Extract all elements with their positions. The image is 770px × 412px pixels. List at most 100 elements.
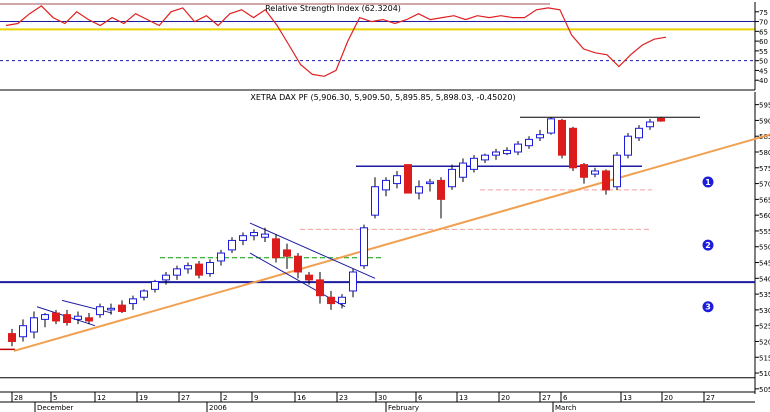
x-tick-label: 2 [223, 394, 227, 402]
candle-body [173, 268, 181, 276]
x-tick-label: 6 [418, 394, 423, 402]
candle-body [140, 290, 148, 298]
rsi-tick-label: 60 [759, 38, 768, 46]
x-tick-label: 20 [664, 394, 673, 402]
rsi-tick-label: 45 [759, 67, 768, 75]
candle-body [624, 135, 632, 156]
candle-body [261, 233, 269, 238]
candle-body [162, 274, 170, 281]
candle-body [404, 164, 412, 194]
rsi-tick-label: 50 [759, 58, 768, 66]
rsi-tick-label: 65 [759, 28, 768, 36]
price-title: XETRA DAX PF (5,906.30, 5,909.50, 5,895.… [250, 93, 515, 102]
candle-body [558, 119, 566, 156]
marker-1-circle [702, 176, 714, 188]
x-tick-label: 30 [378, 394, 387, 402]
candle-body [536, 134, 544, 139]
candle-body [316, 279, 324, 297]
x-tick-label: 6 [563, 394, 568, 402]
candle-body [657, 117, 665, 122]
candle-body [448, 168, 456, 188]
candle-body [74, 315, 82, 320]
x-tick-label: 27 [181, 394, 190, 402]
candle-body [393, 175, 401, 185]
price-tick-label: 5500 [759, 244, 770, 252]
candle-body [360, 227, 368, 267]
trendline [13, 133, 770, 352]
marker-3-circle [702, 301, 714, 313]
candle-body [272, 238, 280, 259]
candle-body [327, 296, 335, 305]
candle-body [96, 306, 104, 316]
candle-body [206, 262, 214, 275]
x-month-label: 2006 [209, 404, 227, 412]
rsi-tick-label: 75 [759, 9, 768, 17]
candle-body [514, 143, 522, 153]
candle-body [635, 127, 643, 139]
candle-body [63, 314, 71, 324]
candle-body [283, 249, 291, 257]
candle-body [415, 186, 423, 194]
rsi-tick-label: 70 [759, 19, 768, 27]
x-tick-label: 27 [542, 394, 551, 402]
candle-body [41, 314, 49, 320]
price-panel: 5950590058505800575057005650560055505500… [0, 92, 770, 394]
price-tick-label: 5650 [759, 196, 770, 204]
candle-body [602, 170, 610, 191]
candle-body [426, 181, 434, 185]
candle-body [107, 307, 115, 311]
x-tick-label: 27 [706, 394, 715, 402]
marker-1-label: 1 [705, 178, 711, 187]
x-month-label: March [555, 404, 576, 412]
candle-body [294, 255, 302, 273]
price-tick-label: 5750 [759, 165, 770, 173]
candle-body [591, 170, 599, 175]
candle-body [503, 149, 511, 155]
candle-body [481, 154, 489, 161]
x-month-label: December [37, 404, 73, 412]
rsi-tick-label: 40 [759, 77, 768, 85]
x-tick-label: 13 [623, 394, 632, 402]
candle-body [118, 304, 126, 312]
price-tick-label: 5200 [759, 338, 770, 346]
x-tick-label: 12 [97, 394, 106, 402]
x-tick-label: 19 [139, 394, 148, 402]
candle-body [580, 164, 588, 178]
candle-body [52, 312, 60, 322]
x-tick-label: 28 [14, 394, 23, 402]
price-tick-label: 5250 [759, 323, 770, 331]
candle-body [30, 317, 38, 333]
marker-2-circle [702, 239, 714, 251]
x-tick-label: 20 [501, 394, 510, 402]
candle-body [613, 154, 621, 188]
marker-3-label: 3 [705, 303, 711, 312]
candle-body [646, 121, 654, 128]
candle-body [492, 151, 500, 156]
candle-body [85, 317, 93, 322]
price-tick-label: 5350 [759, 291, 770, 299]
x-month-label: February [388, 404, 419, 412]
channel-line [61, 299, 113, 314]
candle-body [371, 186, 379, 216]
price-tick-label: 5400 [759, 275, 770, 283]
channel-line [249, 222, 376, 279]
candle-body [151, 280, 159, 290]
rsi-tick-label: 55 [759, 48, 768, 56]
x-tick-label: 23 [339, 394, 348, 402]
rsi-line [5, 5, 667, 77]
candle-body [195, 263, 203, 276]
price-tick-label: 5100 [759, 370, 770, 378]
candle-body [547, 118, 555, 134]
price-tick-label: 5050 [759, 386, 770, 394]
candle-body [338, 296, 346, 305]
candle-body [184, 265, 192, 270]
candle-body [239, 235, 247, 241]
candle-body [525, 138, 533, 147]
x-tick-label: 9 [254, 394, 258, 402]
candle-body [228, 239, 236, 251]
price-tick-label: 5450 [759, 260, 770, 268]
x-tick-label: 5 [53, 394, 57, 402]
x-tick-label: 13 [459, 394, 468, 402]
